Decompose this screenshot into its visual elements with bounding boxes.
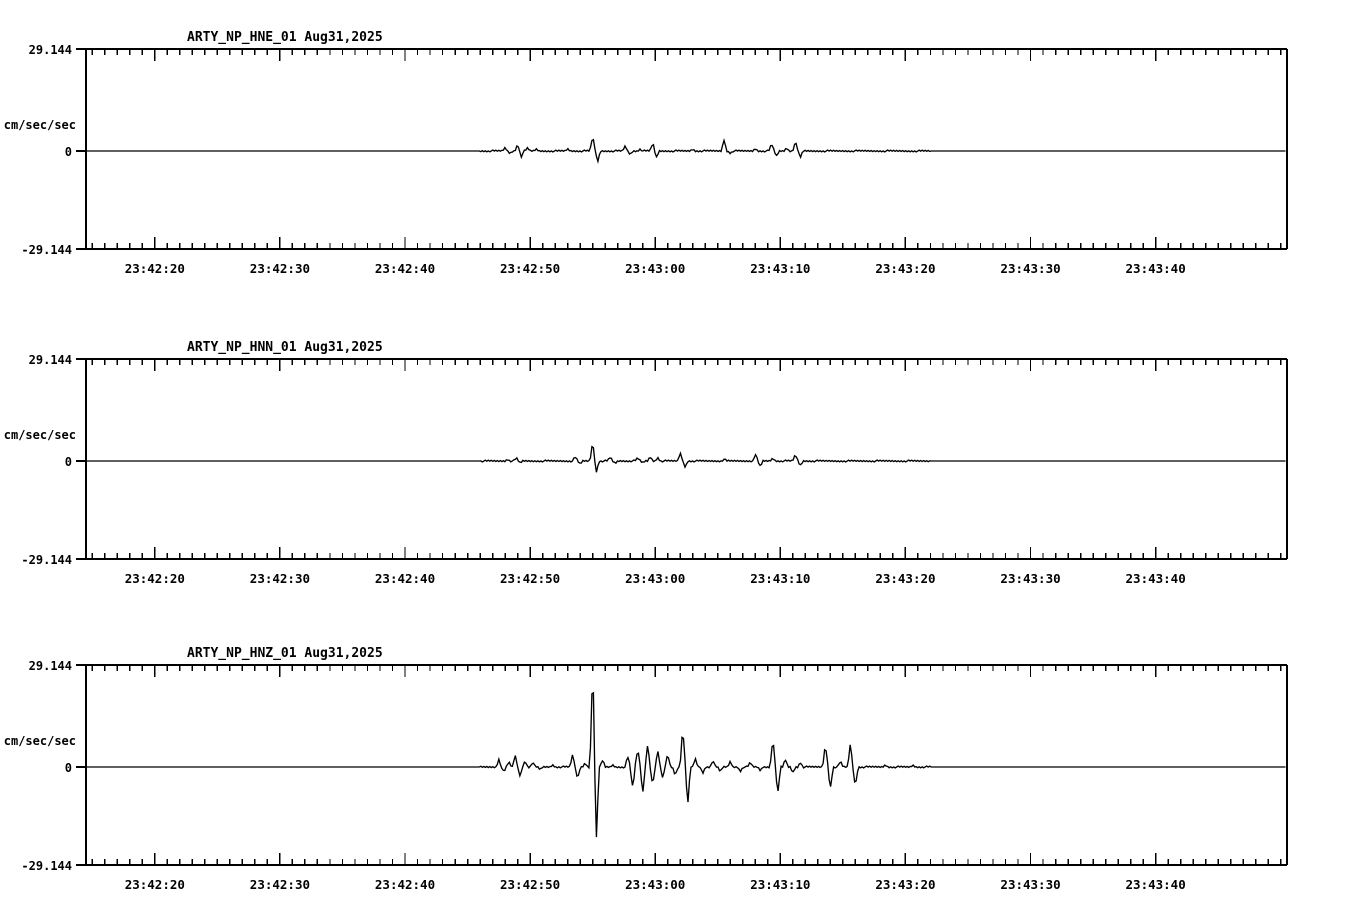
x-axis-tick-label: 23:43:20 (875, 877, 935, 892)
panel-title: ARTY_NP_HNZ_01 Aug31,2025 (187, 646, 383, 661)
y-axis-ticks (76, 358, 86, 560)
x-axis-tick-label: 23:42:20 (125, 571, 185, 586)
x-axis-tick-label: 23:42:50 (500, 571, 560, 586)
x-axis-tick-label: 23:42:50 (500, 261, 560, 276)
x-axis-tick-label: 23:42:40 (375, 261, 435, 276)
y-axis-unit-label: cm/sec/sec (4, 428, 76, 442)
x-axis-tick-label: 23:42:40 (375, 571, 435, 586)
x-axis-tick-label: 23:43:10 (750, 571, 810, 586)
seismogram-panel-arty_np_hnz_01: ARTY_NP_HNZ_01 Aug31,2025 23:42:20 23:42:3… (0, 616, 1358, 916)
seismogram-panel-arty_np_hne_01: ARTY_NP_HNE_01 Aug31,2025 23:42:20 23:42:3… (0, 0, 1358, 300)
x-axis-tick-label: 23:43:10 (750, 261, 810, 276)
y-axis-tick-label: 0 (65, 455, 72, 469)
x-axis-tick-label: 23:42:30 (250, 877, 310, 892)
waveform-trace (86, 691, 1286, 838)
y-axis-unit-label: cm/sec/sec (4, 118, 76, 132)
plot-area: ARTY_NP_HNE_01 Aug31,2025 23:42:20 23:42:3… (4, 30, 1288, 276)
waveform-trace (86, 445, 1286, 473)
x-axis-tick-label: 23:43:00 (625, 571, 685, 586)
x-axis-tick-label: 23:43:10 (750, 877, 810, 892)
x-axis-tick-label: 23:42:20 (125, 261, 185, 276)
plot-frame (85, 48, 1288, 250)
x-axis-tick-label: 23:43:40 (1126, 571, 1186, 586)
panel-title: ARTY_NP_HNE_01 Aug31,2025 (187, 30, 383, 45)
x-axis-ticks (91, 49, 1282, 249)
plot-frame (85, 358, 1288, 560)
y-axis-tick-label: -29.144 (21, 859, 72, 873)
waveform-trace (86, 138, 1286, 164)
y-axis-tick-label: -29.144 (21, 243, 72, 257)
x-axis-tick-label: 23:42:40 (375, 877, 435, 892)
x-axis-tick-label: 23:43:30 (1000, 261, 1060, 276)
x-axis-tick-label: 23:43:40 (1126, 877, 1186, 892)
plot-area: ARTY_NP_HNZ_01 Aug31,2025 23:42:20 23:42:3… (4, 646, 1288, 892)
y-axis-tick-label: 0 (65, 145, 72, 159)
y-axis-tick-label: -29.144 (21, 553, 72, 567)
x-axis-tick-label: 23:43:00 (625, 261, 685, 276)
y-axis-tick-label: 29.144 (29, 353, 72, 367)
plot-frame (85, 664, 1288, 866)
x-axis-tick-label: 23:43:30 (1000, 571, 1060, 586)
plot-area: ARTY_NP_HNN_01 Aug31,2025 23:42:20 23:42:3… (4, 340, 1288, 586)
y-axis-tick-label: 0 (65, 761, 72, 775)
y-axis-unit-label: cm/sec/sec (4, 734, 76, 748)
x-axis-tick-label: 23:43:30 (1000, 877, 1060, 892)
x-axis-tick-label: 23:42:20 (125, 877, 185, 892)
x-axis-tick-label: 23:43:00 (625, 877, 685, 892)
x-axis-ticks (91, 665, 1282, 865)
x-axis-ticks (91, 359, 1282, 559)
panel-title: ARTY_NP_HNN_01 Aug31,2025 (187, 340, 383, 355)
y-axis-tick-label: 29.144 (29, 43, 72, 57)
x-axis-tick-label: 23:43:40 (1126, 261, 1186, 276)
x-axis-tick-label: 23:42:30 (250, 571, 310, 586)
x-axis-tick-label: 23:43:20 (875, 571, 935, 586)
x-axis-tick-label: 23:42:30 (250, 261, 310, 276)
y-axis-ticks (76, 664, 86, 866)
x-axis-tick-label: 23:42:50 (500, 877, 560, 892)
seismogram-panel-arty_np_hnn_01: ARTY_NP_HNN_01 Aug31,2025 23:42:20 23:42:3… (0, 310, 1358, 610)
y-axis-ticks (76, 48, 86, 250)
x-axis-tick-label: 23:43:20 (875, 261, 935, 276)
y-axis-tick-label: 29.144 (29, 659, 72, 673)
